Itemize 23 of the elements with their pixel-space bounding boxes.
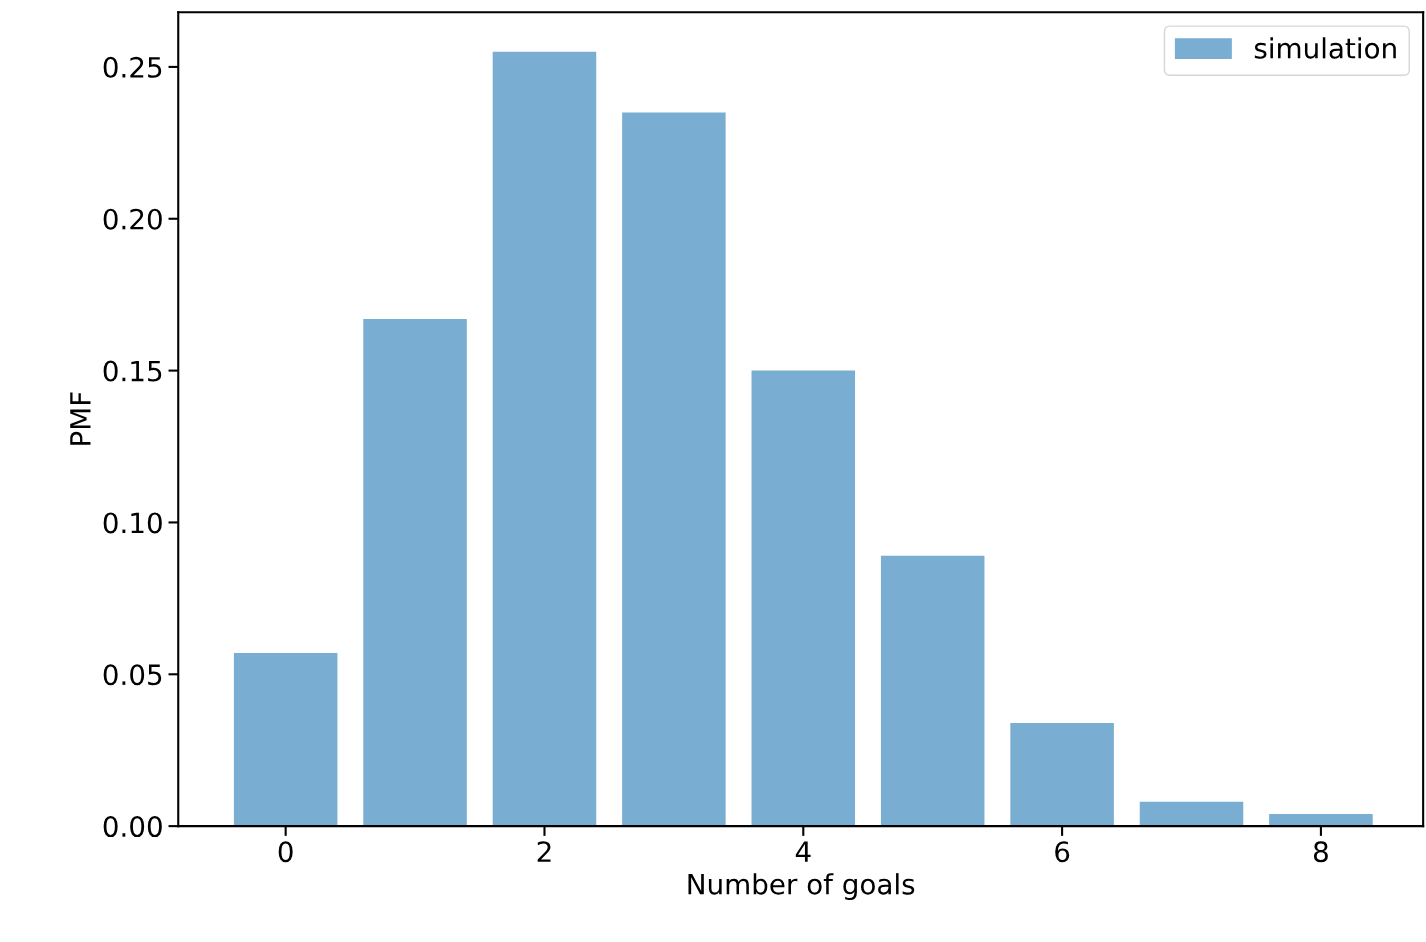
bar <box>363 318 467 827</box>
bar <box>233 653 338 827</box>
x-tick-label: 2 <box>537 841 551 862</box>
x-tick-label: 0 <box>278 841 293 863</box>
x-tick-label: 4 <box>795 841 811 862</box>
bar <box>1139 801 1244 827</box>
y-axis-title: PMF <box>70 392 91 445</box>
y-tick-label: 0.15 <box>103 360 162 382</box>
y-tick-label: 0.25 <box>103 56 162 78</box>
bar <box>1269 813 1373 827</box>
bar <box>880 555 985 827</box>
y-tick-label: 0.10 <box>103 512 162 534</box>
bar <box>622 112 726 827</box>
x-axis-title: Number of goals <box>688 873 915 901</box>
legend-label: simulation <box>1254 37 1396 59</box>
x-tick-label: 6 <box>1055 841 1070 863</box>
y-tick-label: 0.20 <box>103 208 162 230</box>
x-tick-label: 8 <box>1313 841 1328 863</box>
y-tick-label: 0.00 <box>103 816 162 838</box>
y-tick-label: 0.05 <box>103 664 162 686</box>
bar <box>1010 722 1114 827</box>
bar <box>751 370 856 827</box>
bar <box>492 51 597 827</box>
